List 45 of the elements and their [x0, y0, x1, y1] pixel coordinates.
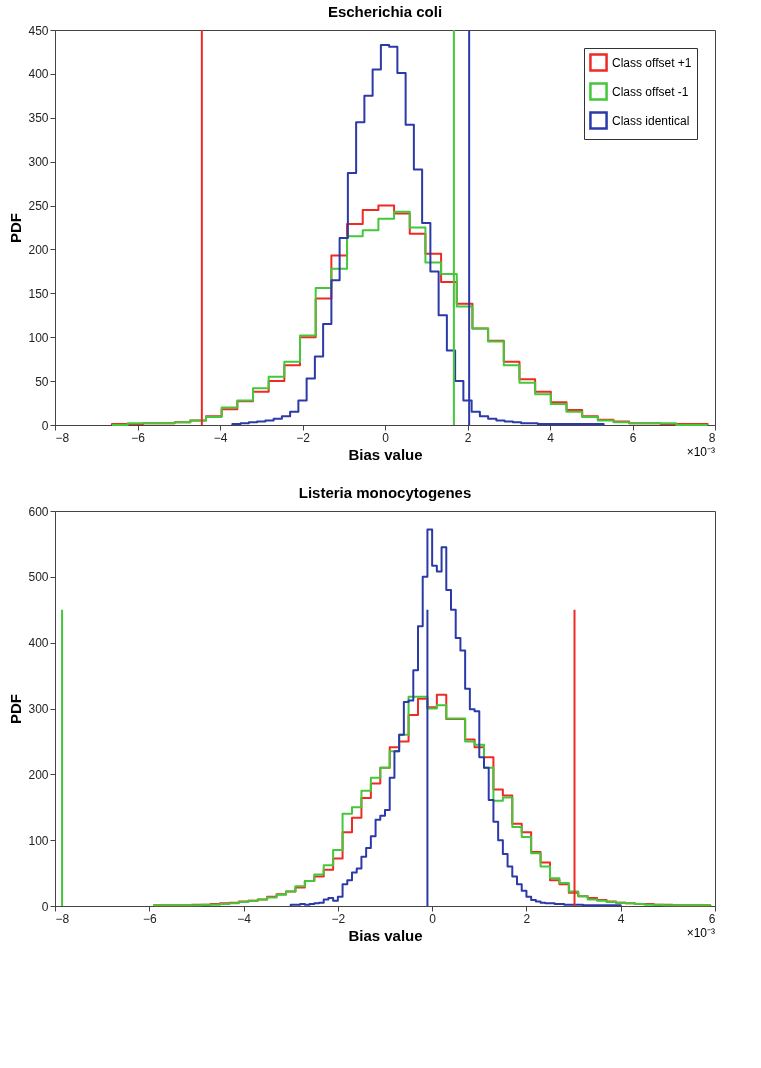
x-tick-label: 4 [617, 911, 625, 926]
y-tick-label: 100 [28, 330, 49, 345]
y-tick-label: 150 [28, 286, 49, 301]
legend-label: Class offset +1 [612, 55, 692, 70]
x-axis-title: Bias value [348, 926, 423, 944]
y-tick-label: 100 [28, 833, 49, 848]
y-tick-label: 400 [28, 636, 49, 651]
y-axis-title: PDF [7, 213, 25, 243]
legend-label: Class identical [612, 113, 690, 128]
x-tick-label: 6 [708, 911, 716, 926]
y-tick-label: 0 [41, 418, 49, 433]
x-tick-label: 4 [547, 430, 555, 445]
x-tick-label: 2 [464, 430, 472, 445]
y-tick-label: 600 [28, 504, 49, 519]
y-tick-label: 450 [28, 23, 49, 38]
x-tick-label: −6 [142, 911, 157, 926]
y-tick-label: 500 [28, 570, 49, 585]
x-tick-label: −4 [213, 430, 228, 445]
chart-title: Escherichia coli [327, 3, 443, 20]
y-tick-label: 350 [28, 111, 49, 126]
x-tick-label: −2 [296, 430, 311, 445]
y-tick-label: 300 [28, 155, 49, 170]
y-tick-label: 200 [28, 242, 49, 257]
x-axis-title: Bias value [348, 445, 423, 463]
y-axis-title: PDF [7, 694, 25, 724]
x-tick-label: −8 [55, 911, 70, 926]
text: ×10⁻³ [686, 445, 715, 459]
chart-title: Listeria monocytogenes [298, 484, 472, 501]
x-tick-label: 2 [523, 911, 531, 926]
x-tick-label: −4 [237, 911, 252, 926]
legend-label: Class offset -1 [612, 84, 689, 99]
y-tick-label: 0 [41, 899, 49, 914]
x-tick-label: −6 [131, 430, 146, 445]
y-tick-label: 400 [28, 67, 49, 82]
x-tick-label: −2 [331, 911, 346, 926]
text: ×10⁻³ [686, 926, 715, 940]
y-tick-label: 300 [28, 702, 49, 716]
x-tick-label: 0 [382, 430, 390, 445]
x-tick-label: 8 [708, 430, 716, 445]
x-tick-label: −8 [55, 430, 70, 445]
x-tick-label: 6 [629, 430, 637, 445]
y-tick-label: 50 [35, 374, 49, 389]
y-tick-label: 200 [28, 767, 49, 782]
y-tick-label: 250 [28, 199, 49, 214]
x-tick-label: 0 [429, 911, 437, 926]
